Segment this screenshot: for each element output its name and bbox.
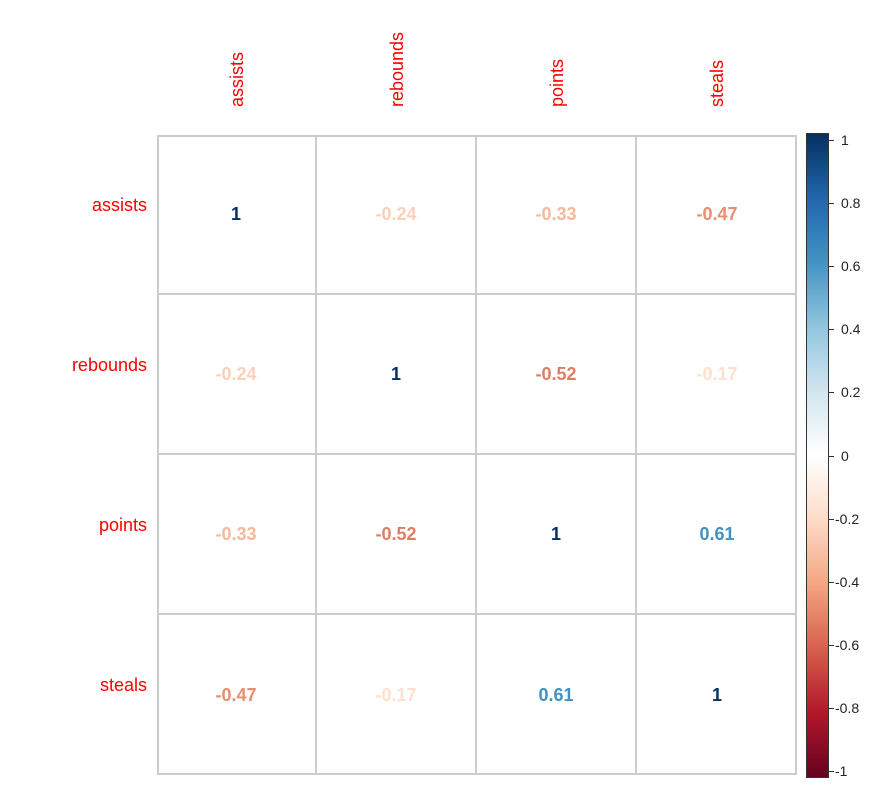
colorbar-tick <box>829 644 834 646</box>
cell-steals-assists: -0.47 <box>157 615 317 775</box>
cell-assists-points: -0.33 <box>477 135 637 295</box>
colorbar-tick-label: -0.8 <box>835 699 860 716</box>
colorbar-tick-label: 0.6 <box>841 258 861 275</box>
colorbar-tick-label: -0.6 <box>835 636 860 653</box>
colorbar-tick-label: 0.8 <box>841 195 861 212</box>
colorbar-tick <box>829 707 834 709</box>
cell-rebounds-points: -0.52 <box>477 295 637 455</box>
cell-points-points: 1 <box>477 455 637 615</box>
colorbar-tick <box>829 581 834 583</box>
colorbar-tick-label: -0.2 <box>835 510 860 527</box>
correlation-grid: 1 -0.24 -0.33 -0.47 -0.24 1 -0.52 -0.17 -0.33 -0.… <box>157 135 797 775</box>
column-label-points: points <box>547 0 567 127</box>
colorbar-tick-label: 1 <box>841 132 849 148</box>
colorbar-tick <box>829 455 834 457</box>
cell-assists-steals: -0.47 <box>637 135 797 295</box>
colorbar-tick <box>829 771 834 772</box>
cell-points-assists: -0.33 <box>157 455 317 615</box>
cell-steals-steals: 1 <box>711 684 722 705</box>
cell-rebounds-assists: -0.24 <box>157 295 317 455</box>
column-label-text: rebounds <box>387 31 407 107</box>
cell-assists-rebounds: -0.24 <box>317 135 477 295</box>
cell-rebounds-rebounds: 1 <box>317 295 477 455</box>
colorbar-tick <box>829 140 834 141</box>
colorbar-tick-label: 0 <box>841 447 849 464</box>
colorbar-tick-label: -1 <box>835 763 848 779</box>
column-label-rebounds: rebounds <box>387 0 407 127</box>
cell-steals-points: 0.61 <box>477 615 637 775</box>
colorbar-tick-label: 0.2 <box>841 384 861 401</box>
cell-points-steals: 0.61 <box>637 455 797 615</box>
colorbar-tick <box>829 518 834 520</box>
column-label-assists: assists <box>227 0 247 127</box>
row-label-rebounds: rebounds <box>71 355 147 375</box>
colorbar-tick <box>829 266 834 268</box>
column-label-text: points <box>547 58 567 107</box>
row-label-assists: assists <box>91 195 147 215</box>
cell-assists-assists: 1 <box>157 135 317 295</box>
row-label-steals: steals <box>99 675 147 695</box>
column-label-steals: steals <box>707 0 727 127</box>
colorbar-tick <box>829 392 834 394</box>
colorbar-tick-label: -0.4 <box>835 573 860 590</box>
colorbar-tick <box>829 329 834 331</box>
cell-points-rebounds: -0.52 <box>317 455 477 615</box>
cell-rebounds-steals: -0.17 <box>637 295 797 455</box>
colorbar <box>806 133 829 778</box>
colorbar-tick-label: 0.4 <box>841 321 861 338</box>
column-label-text: steals <box>707 59 727 107</box>
colorbar-tick <box>829 203 834 205</box>
row-label-points: points <box>98 515 147 535</box>
cell-steals-rebounds: -0.17 <box>317 615 477 775</box>
column-label-text: assists <box>227 51 247 107</box>
